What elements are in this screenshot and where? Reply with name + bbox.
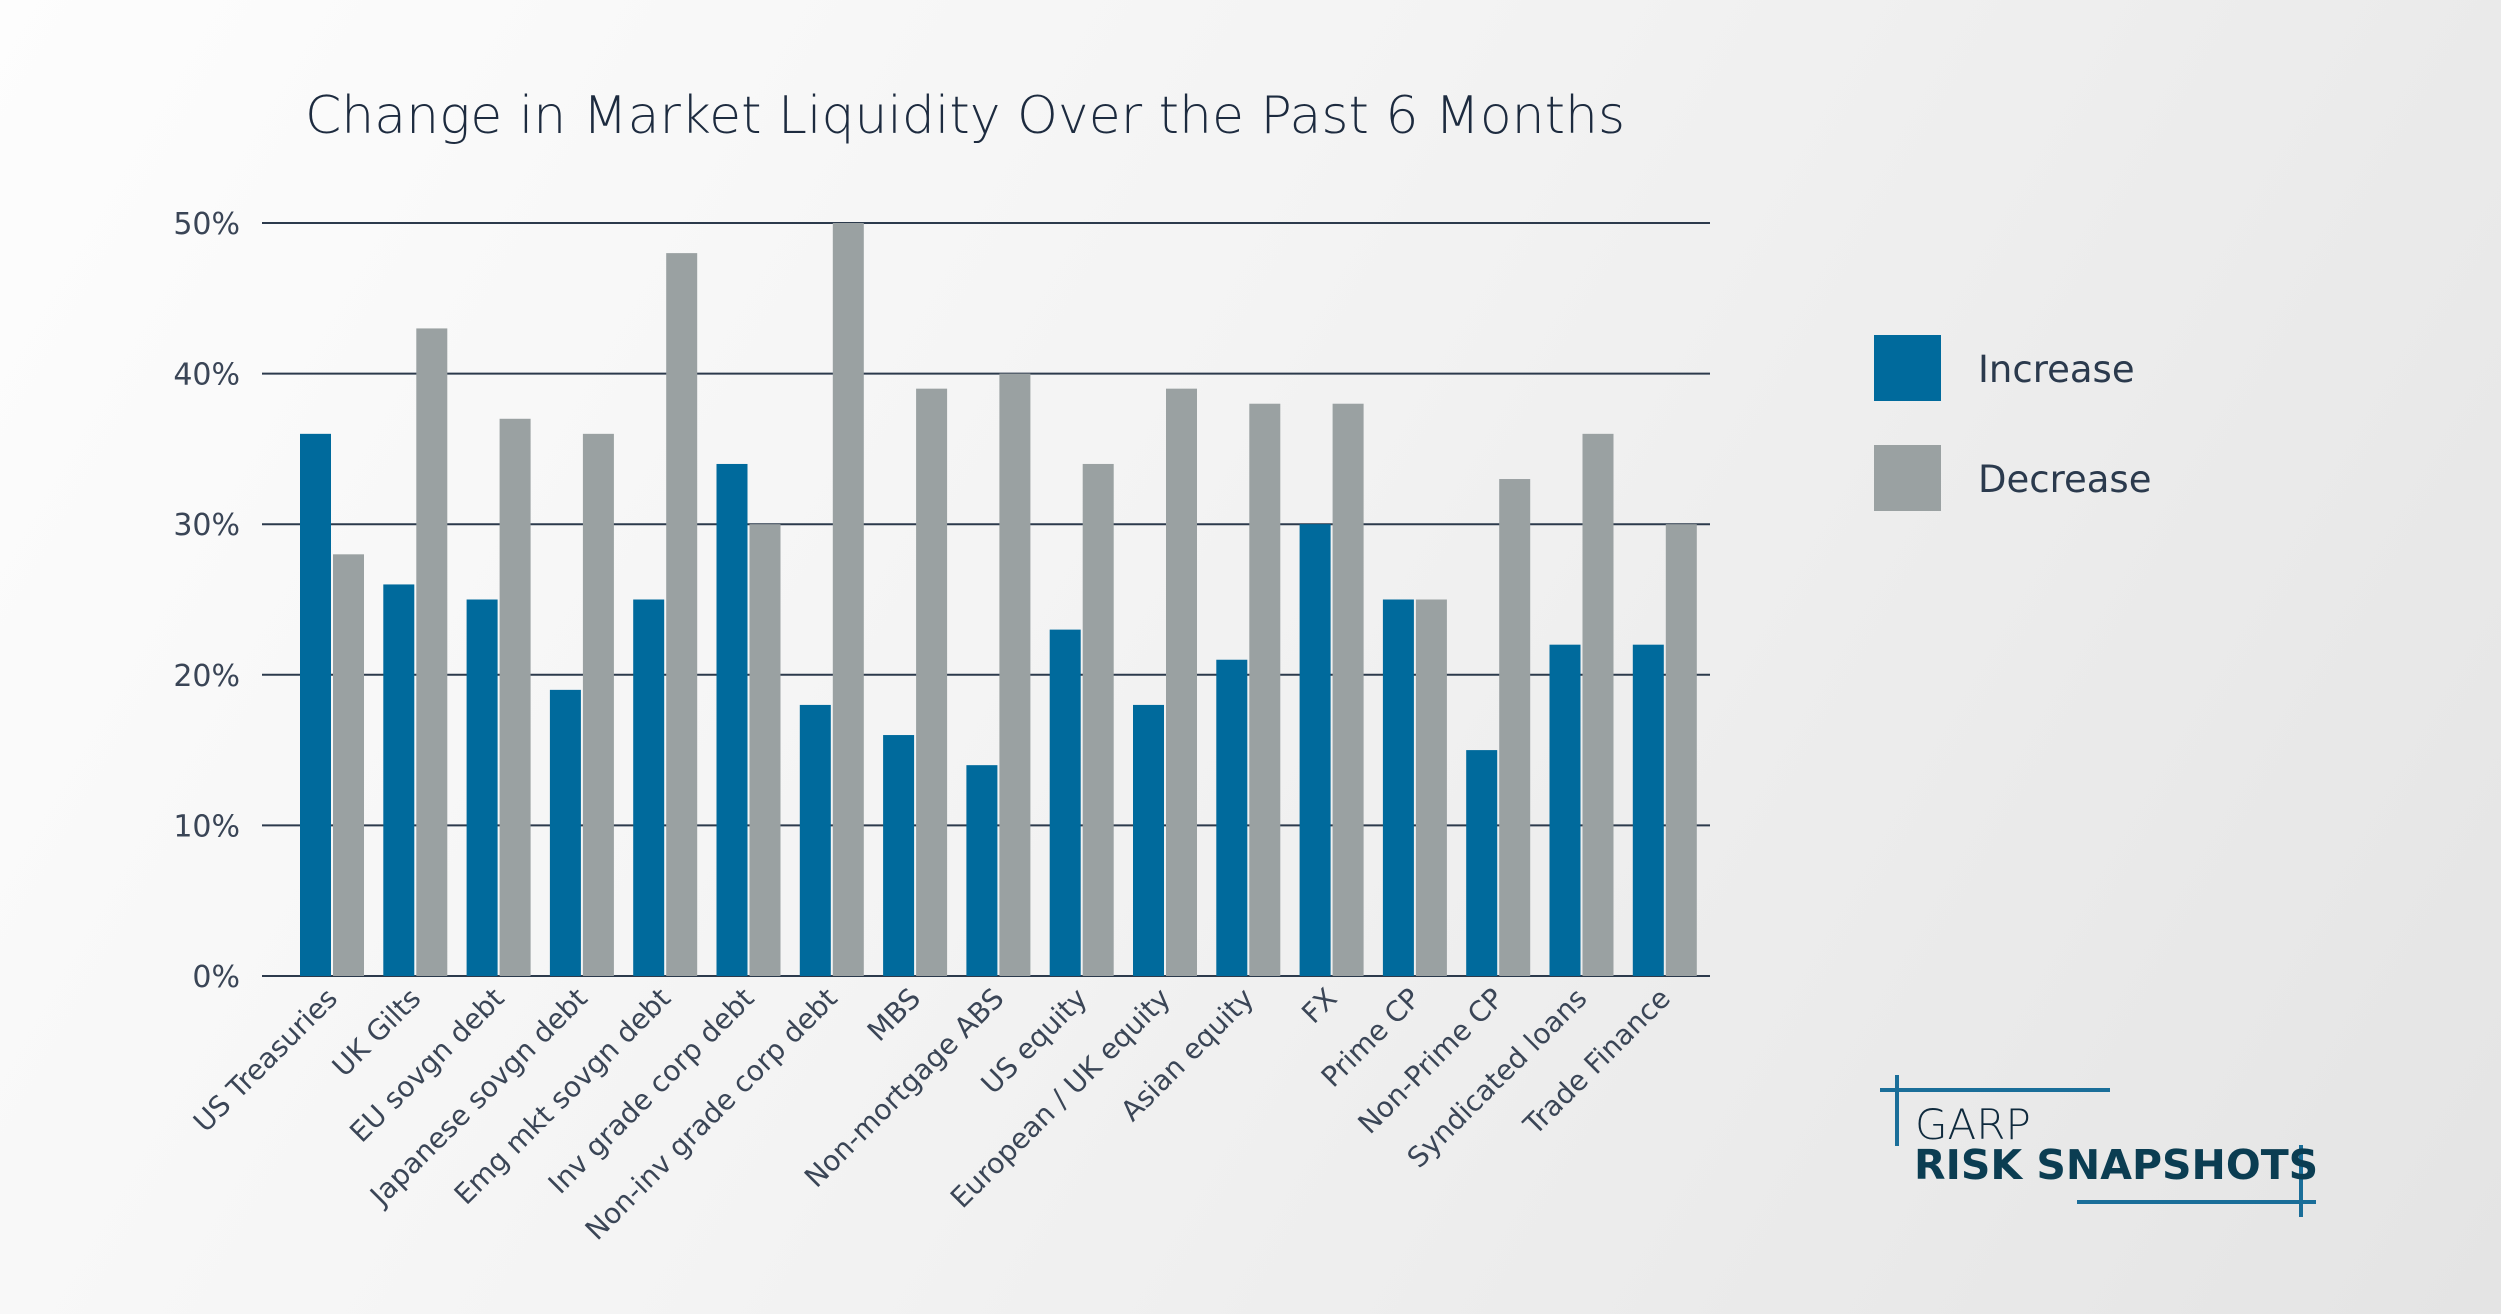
bar-increase	[1049, 629, 1081, 976]
x-tick-label: EU sovgn debt	[343, 982, 510, 1149]
legend-label-increase: Increase	[1978, 348, 2135, 391]
bar-increase	[1549, 644, 1581, 976]
logo-garp-text: GARP	[1915, 1100, 2031, 1149]
bar-decrease	[1082, 463, 1114, 977]
bar-increase	[383, 584, 415, 976]
x-tick-label: FX	[1295, 982, 1343, 1030]
bar-increase	[1632, 644, 1664, 976]
bar-decrease	[1499, 479, 1531, 976]
bar-increase	[799, 704, 831, 976]
legend-swatch-decrease	[1874, 445, 1941, 511]
bar-increase	[966, 765, 998, 976]
bar-increase	[883, 735, 915, 976]
bar-increase	[1382, 599, 1414, 976]
x-tick-label: US Treasuries	[187, 982, 344, 1139]
bar-decrease	[1166, 388, 1197, 976]
y-tick-label: 50%	[173, 207, 240, 242]
chart-title: Change in Market Liquidity Over the Past…	[305, 86, 1625, 146]
bar-increase	[716, 463, 748, 977]
bar-increase	[1133, 704, 1164, 976]
x-tick-label: MBS	[861, 982, 927, 1048]
legend-label-decrease: Decrease	[1978, 458, 2151, 501]
bar-increase	[1299, 524, 1331, 976]
bar-decrease	[1582, 433, 1614, 977]
bar-increase	[466, 599, 498, 976]
garp-logo: GARP RISK SNAPSHOTS	[1880, 1075, 2318, 1217]
y-tick-label: 0%	[192, 960, 240, 995]
y-tick-label: 40%	[173, 358, 240, 393]
bar-increase	[1466, 750, 1498, 976]
bar-increase	[300, 433, 331, 977]
bar-decrease	[1249, 403, 1281, 977]
bar-decrease	[666, 253, 698, 976]
legend: Increase Decrease	[1874, 335, 2151, 511]
bar-decrease	[916, 388, 948, 976]
logo-risk-snapshots-text: RISK SNAPSHOTS	[1914, 1141, 2318, 1189]
bar-increase	[1216, 659, 1248, 976]
legend-swatch-increase	[1874, 335, 1941, 401]
bar-increase	[549, 689, 581, 976]
x-tick-label: Non-Prime CP	[1351, 982, 1510, 1141]
y-tick-label: 30%	[173, 508, 240, 543]
x-tick-label: Trade Finance	[1516, 982, 1676, 1142]
bar-decrease	[1332, 403, 1364, 977]
y-tick-label: 10%	[173, 809, 240, 844]
y-tick-label: 20%	[173, 659, 240, 694]
bar-decrease	[1415, 599, 1447, 976]
bar-decrease	[749, 524, 781, 976]
bar-decrease	[333, 554, 364, 976]
bars	[300, 223, 1697, 977]
bar-decrease	[582, 433, 614, 977]
bar-increase	[633, 599, 665, 976]
bar-decrease	[999, 373, 1031, 977]
bar-decrease	[416, 328, 448, 976]
bar-decrease	[832, 223, 864, 976]
bar-decrease	[1665, 524, 1697, 976]
bar-decrease	[499, 418, 531, 976]
